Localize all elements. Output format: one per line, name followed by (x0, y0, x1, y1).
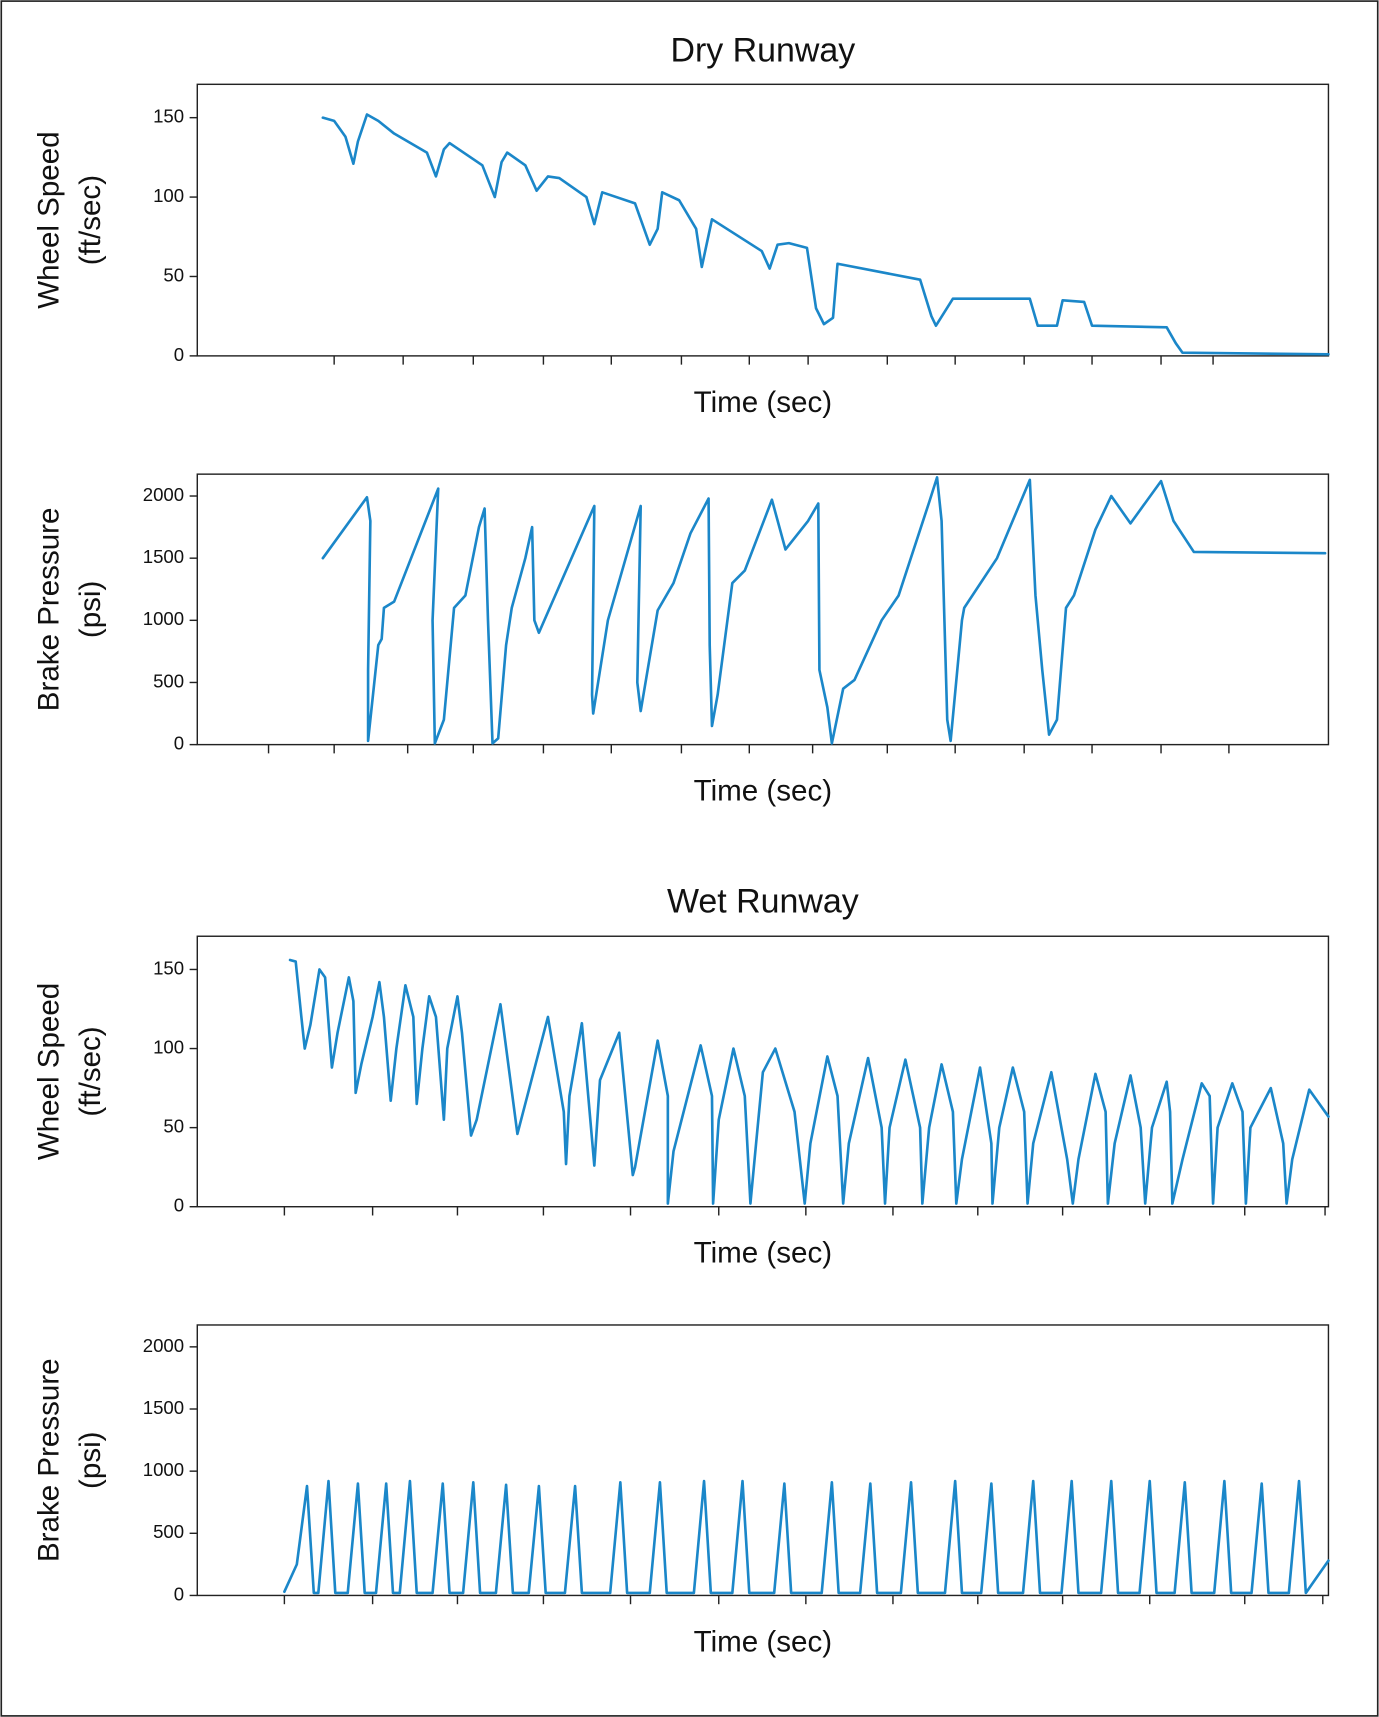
data-line (288, 958, 1330, 1205)
y-tick-label: 50 (163, 1116, 184, 1137)
y-tick-label: 500 (153, 670, 184, 691)
x-axis-label: Time (sec) (694, 1237, 832, 1270)
y-tick-label: 100 (153, 1036, 184, 1057)
y-tick-label: 150 (153, 957, 184, 978)
data-line (321, 476, 1327, 745)
y-tick-label: 0 (174, 1195, 184, 1216)
y-axis-label: Brake Pressure (32, 508, 65, 712)
y-axis-label: Wheel Speed (32, 131, 65, 308)
y-tick-label: 50 (163, 264, 184, 285)
data-line (321, 113, 1330, 356)
y-tick-label: 1000 (143, 1459, 184, 1480)
y-tick-label: 2000 (143, 1335, 184, 1356)
chart-title: Wet Runway (667, 882, 859, 920)
plot-frame (196, 83, 1330, 357)
y-tick-label: 0 (174, 344, 184, 365)
y-tick-label: 500 (153, 1521, 184, 1542)
x-axis-label: Time (sec) (694, 1625, 832, 1658)
x-axis-label: Time (sec) (694, 386, 832, 419)
y-axis-label: (psi) (74, 581, 107, 638)
plot-frame (196, 1324, 1330, 1597)
y-tick-label: 0 (174, 733, 184, 754)
y-axis-label: (ft/sec) (74, 1026, 107, 1116)
data-line (283, 1479, 1330, 1595)
y-tick-label: 150 (153, 106, 184, 127)
y-axis-label: Brake Pressure (32, 1358, 65, 1562)
y-tick-label: 1500 (143, 546, 184, 567)
plot-frame (196, 473, 1330, 746)
y-tick-label: 100 (153, 185, 184, 206)
plot-frame (196, 935, 1330, 1208)
chart-title: Dry Runway (670, 32, 855, 70)
y-tick-label: 1500 (143, 1397, 184, 1418)
y-axis-label: (ft/sec) (74, 175, 107, 265)
y-tick-label: 2000 (143, 484, 184, 505)
y-tick-label: 0 (174, 1583, 184, 1604)
y-tick-label: 1000 (143, 608, 184, 629)
y-axis-label: Wheel Speed (32, 983, 65, 1160)
x-axis-label: Time (sec) (694, 775, 832, 808)
y-axis-label: (psi) (74, 1431, 107, 1488)
